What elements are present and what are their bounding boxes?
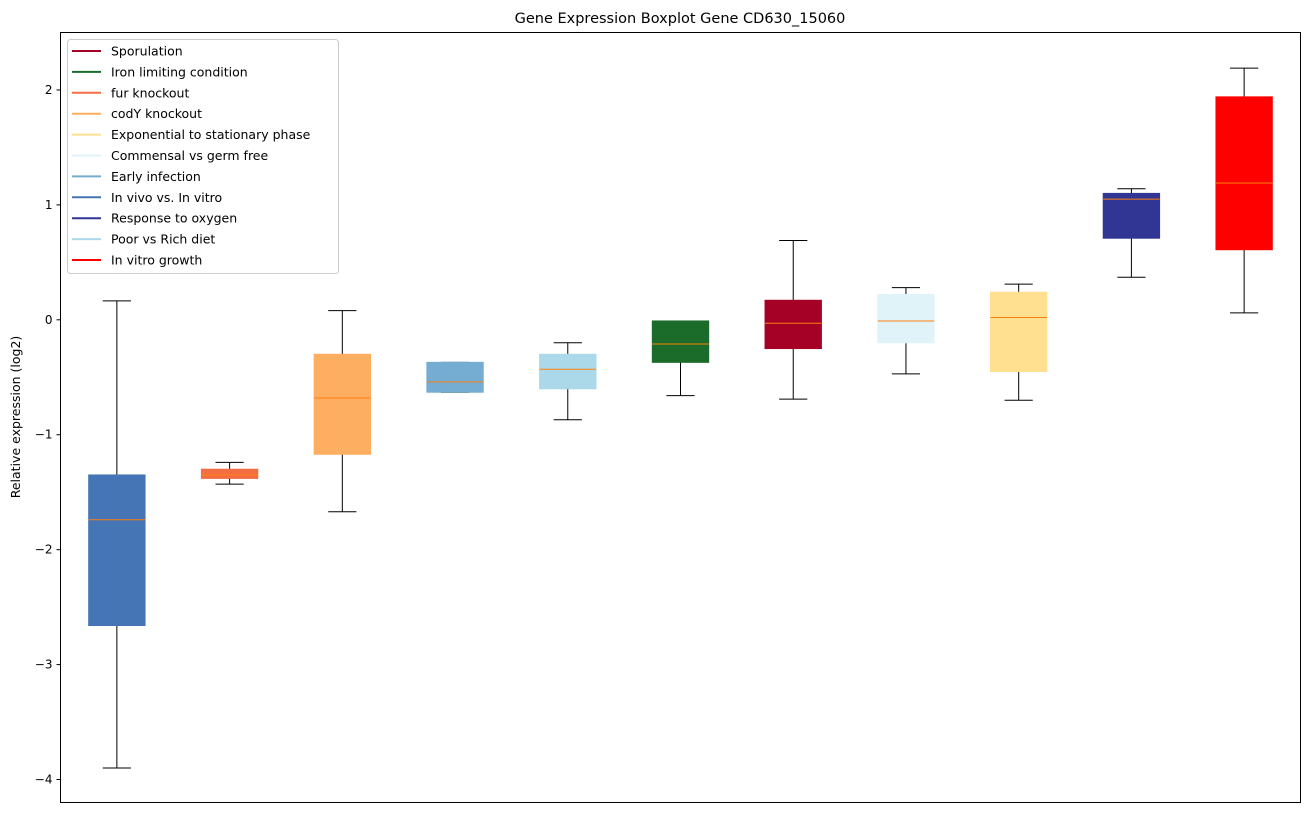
box-body (990, 291, 1048, 373)
box-body (877, 294, 935, 344)
box-cody-knockout (313, 310, 371, 513)
legend-label: In vitro growth (111, 253, 202, 268)
box-body (764, 299, 822, 350)
y-tick-label: −3 (35, 658, 53, 672)
legend-item: fur knockout (72, 85, 189, 100)
plot-frame (60, 32, 1301, 803)
box-response-to-oxygen (1102, 188, 1161, 278)
y-tick-label: −1 (35, 428, 53, 442)
legend-item: Commensal vs germ free (72, 148, 268, 163)
legend-label: Exponential to stationary phase (111, 127, 311, 142)
legend-item: In vitro growth (72, 253, 202, 268)
box-commensal-vs-germ-free (877, 287, 935, 375)
legend-item: Early infection (72, 169, 201, 184)
box-in-vivo-vs-in-vitro (88, 300, 146, 769)
y-tick-label: −2 (35, 543, 53, 557)
legend-label: Poor vs Rich diet (111, 232, 215, 247)
box-body (1102, 192, 1161, 239)
box-fur-knockout (200, 461, 259, 485)
legend-item: Response to oxygen (72, 211, 237, 226)
legend-item: Iron limiting condition (72, 64, 248, 79)
box-poor-vs-rich-diet (539, 342, 597, 421)
box-exponential-to-stationary-phase (990, 283, 1048, 401)
legend-item: Exponential to stationary phase (72, 127, 311, 142)
box-body (88, 474, 146, 627)
legend-item: Sporulation (72, 44, 183, 59)
legend-item: In vivo vs. In vitro (72, 190, 222, 205)
y-tick-label: 2 (45, 83, 53, 97)
legend-label: Sporulation (111, 44, 183, 59)
legend-label: Response to oxygen (111, 211, 237, 226)
box-body (1215, 96, 1273, 251)
box-body (426, 361, 484, 393)
legend-label: Early infection (111, 169, 201, 184)
legend-frame (67, 39, 339, 274)
chart-title: Gene Expression Boxplot Gene CD630_15060 (515, 11, 846, 27)
box-body (313, 353, 371, 455)
legend-label: Iron limiting condition (111, 64, 248, 79)
box-sporulation (764, 240, 822, 400)
box-in-vitro-growth (1215, 67, 1273, 314)
y-tick-label: −4 (35, 773, 53, 787)
legend-label: In vivo vs. In vitro (111, 190, 222, 205)
box-iron-limiting-condition (651, 320, 710, 397)
box-body (539, 353, 597, 390)
legend-label: fur knockout (111, 85, 189, 100)
y-tick-label: 0 (45, 313, 53, 327)
legend-label: codY knockout (111, 106, 202, 121)
box-body (200, 468, 259, 479)
y-axis-label: Relative expression (log2) (8, 336, 23, 499)
legend-item: codY knockout (72, 106, 202, 121)
legend-item: Poor vs Rich diet (72, 232, 215, 247)
legend: Sporulation Iron limiting condition fur kn… (67, 39, 339, 274)
y-tick-label: 1 (45, 198, 53, 212)
box-early-infection (426, 361, 484, 393)
legend-label: Commensal vs germ free (111, 148, 268, 163)
box-body (651, 320, 710, 363)
